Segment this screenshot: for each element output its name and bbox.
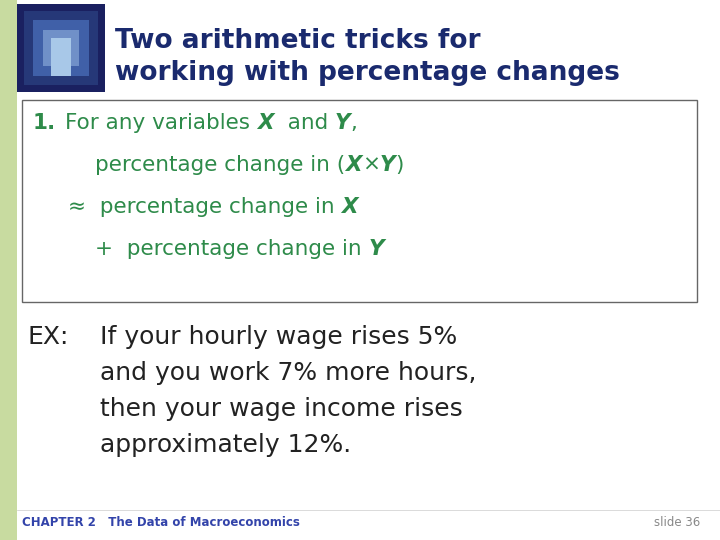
Bar [43,30,79,66]
Bar [24,11,98,85]
Text: ): ) [395,155,404,175]
Text: +  percentage change in: + percentage change in [95,239,369,259]
Text: ×: × [361,155,379,175]
Text: slide 36: slide 36 [654,516,700,529]
Text: 1.: 1. [33,113,56,133]
Bar [22,100,697,302]
Text: and: and [274,113,335,133]
Text: approximately 12%.: approximately 12%. [100,433,351,457]
Text: Y: Y [379,155,395,175]
Text: then your wage income rises: then your wage income rises [100,397,463,421]
Text: Y: Y [369,239,384,259]
Text: working with percentage changes: working with percentage changes [115,60,620,86]
Text: For any variables: For any variables [65,113,257,133]
Text: If your hourly wage rises 5%: If your hourly wage rises 5% [100,325,457,349]
Bar [0,0,17,540]
Text: ≈  percentage change in: ≈ percentage change in [68,197,341,217]
Bar [33,20,89,76]
Text: percentage change in (: percentage change in ( [95,155,345,175]
Text: X: X [257,113,274,133]
Text: and you work 7% more hours,: and you work 7% more hours, [100,361,477,385]
Bar [51,38,71,76]
Text: EX:: EX: [28,325,69,349]
Text: CHAPTER 2   The Data of Macroeconomics: CHAPTER 2 The Data of Macroeconomics [22,516,300,529]
Bar [17,4,105,92]
Text: ,: , [350,113,357,133]
Text: X: X [341,197,358,217]
Text: Y: Y [335,113,350,133]
Text: X: X [345,155,361,175]
Text: Two arithmetic tricks for: Two arithmetic tricks for [115,28,480,54]
